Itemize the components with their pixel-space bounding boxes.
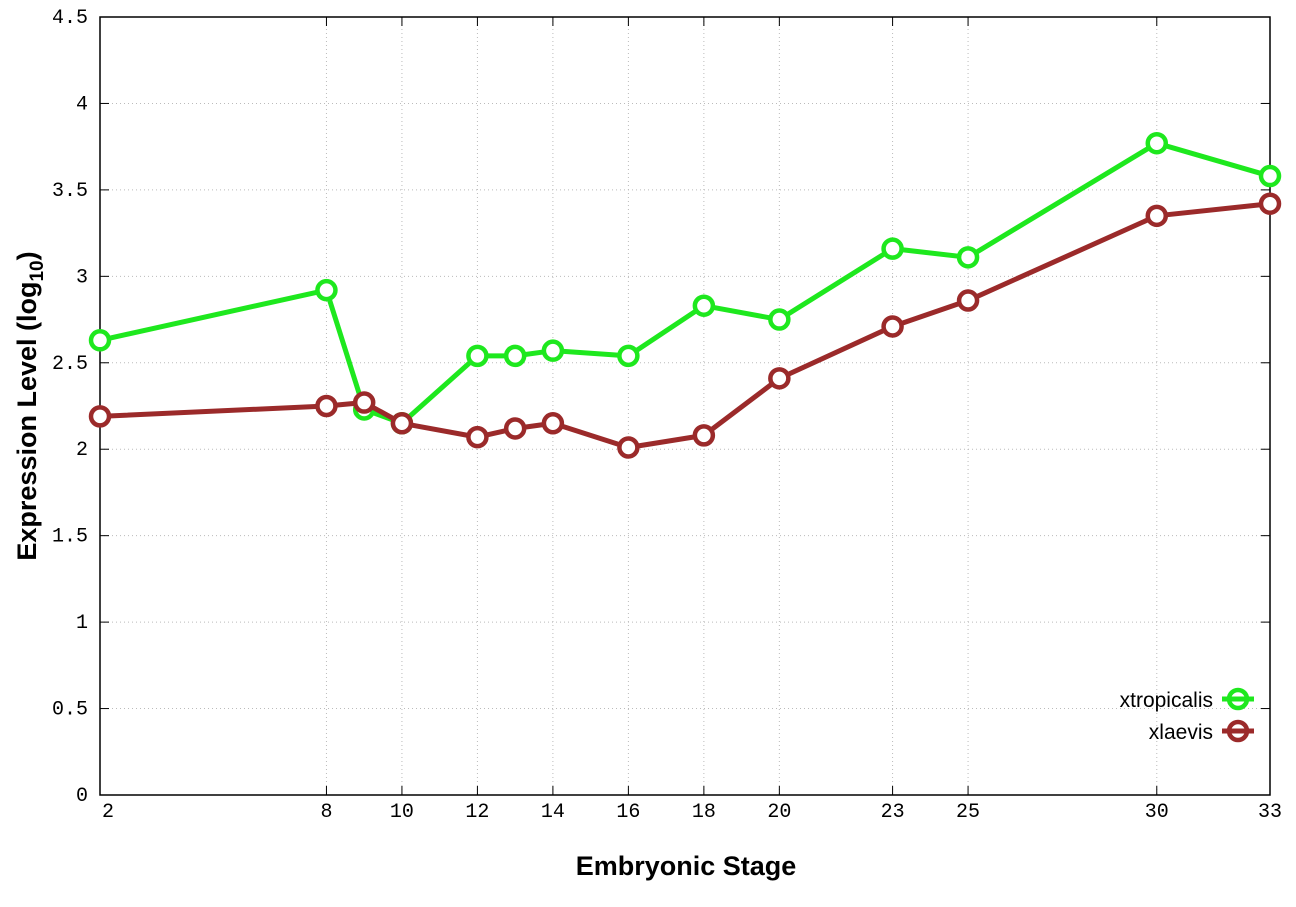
data-point-xtropicalis <box>466 344 489 368</box>
legend-marker-xlaevis <box>1226 719 1250 743</box>
legend-label-xlaevis: xlaevis <box>1149 721 1213 744</box>
y-tick-label: 3.5 <box>52 180 88 203</box>
y-tick-label: 0.5 <box>52 699 88 722</box>
data-point-xlaevis <box>503 417 527 440</box>
legend: xtropicalis xlaevis <box>1120 687 1254 744</box>
series-group <box>88 131 1282 459</box>
data-point-xlaevis <box>390 412 414 435</box>
y-axis-label-sub: 10 <box>27 260 48 281</box>
series-line-xtropicalis <box>99 140 1271 426</box>
x-tick-label: 23 <box>881 801 905 824</box>
data-point-xtropicalis <box>1258 164 1282 188</box>
data-point-xtropicalis <box>1145 131 1169 155</box>
y-tick-label: 1.5 <box>52 526 88 549</box>
data-point-xtropicalis <box>503 344 527 368</box>
data-point-xlaevis <box>881 315 904 338</box>
data-point-xtropicalis <box>315 278 338 302</box>
x-tick-label: 16 <box>616 801 640 824</box>
data-point-xtropicalis <box>617 344 640 368</box>
y-tick-label: 2.5 <box>52 353 88 376</box>
x-tick-label: 18 <box>692 801 716 824</box>
x-tick-label: 10 <box>390 801 414 824</box>
y-tick-label: 4.5 <box>52 7 88 30</box>
x-tick-label: 2 <box>102 801 114 824</box>
x-tick-label: 8 <box>320 801 332 824</box>
data-point-xlaevis <box>768 367 791 390</box>
y-tick-label: 2 <box>76 439 88 462</box>
data-point-xlaevis <box>352 391 376 414</box>
y-axis-label-close: ) <box>12 251 42 260</box>
data-point-xlaevis <box>541 412 565 435</box>
y-axis-label-main: Expression Level (log <box>12 282 42 561</box>
axis-ticks: 0 0.5 1 1.5 2 2.5 3 3.5 4 4.5 2 8 10 12 14 16 18 20 23 25 30… <box>52 7 1282 824</box>
data-point-xlaevis <box>956 289 980 312</box>
data-point-xtropicalis <box>768 308 791 331</box>
data-point-xtropicalis <box>88 329 112 352</box>
x-tick-label: 33 <box>1258 801 1282 824</box>
y-tick-label: 0 <box>76 785 88 808</box>
y-axis-label: Expression Level (log10) <box>12 251 48 560</box>
series-line-xlaevis <box>99 201 1271 450</box>
y-tick-label: 3 <box>76 266 88 289</box>
data-point-xlaevis <box>88 405 112 428</box>
data-point-xlaevis <box>617 436 640 459</box>
series-xtropicalis <box>88 131 1282 435</box>
data-point-xlaevis <box>466 425 489 449</box>
data-point-xtropicalis <box>881 237 904 260</box>
data-point-xtropicalis <box>692 294 716 317</box>
data-point-xlaevis <box>692 424 716 447</box>
data-point-xtropicalis <box>956 246 980 269</box>
x-tick-label: 14 <box>541 801 565 824</box>
data-point-xlaevis <box>1145 204 1169 228</box>
x-axis-label: Embryonic Stage <box>576 851 797 881</box>
data-point-xlaevis <box>1258 192 1282 215</box>
y-tick-label: 1 <box>76 612 88 635</box>
data-point-xtropicalis <box>541 339 565 362</box>
data-point-xlaevis <box>315 394 338 418</box>
x-tick-label: 25 <box>956 801 980 824</box>
x-tick-label: 20 <box>767 801 791 824</box>
grid <box>100 17 1270 795</box>
series-xlaevis <box>88 192 1282 459</box>
x-tick-label: 30 <box>1145 801 1169 824</box>
x-tick-label: 12 <box>465 801 489 824</box>
y-tick-label: 4 <box>76 93 88 116</box>
legend-marker-xtropicalis <box>1226 687 1250 711</box>
legend-label-xtropicalis: xtropicalis <box>1120 689 1213 712</box>
